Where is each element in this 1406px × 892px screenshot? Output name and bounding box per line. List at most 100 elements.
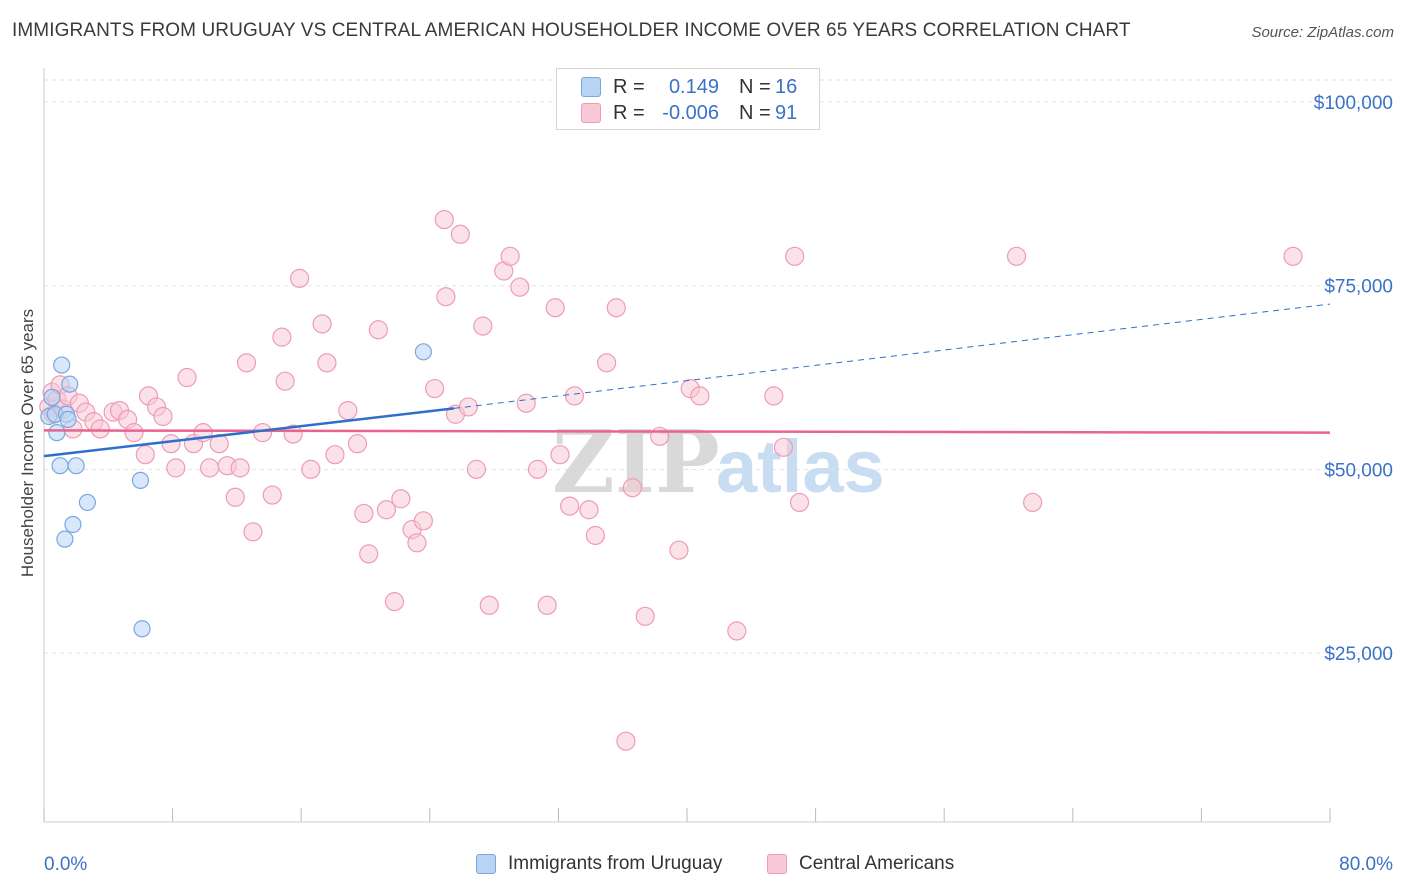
legend-r-label: R = [613, 76, 645, 98]
central-americans-point [669, 540, 689, 560]
legend-row-central: R = -0.006 N = 91 [557, 100, 819, 126]
central-americans-point [436, 287, 456, 307]
central-americans-point [301, 459, 321, 479]
central-americans-point [230, 458, 250, 478]
central-americans-point [243, 522, 263, 542]
y-tick-label: $25,000 [1324, 644, 1393, 665]
uruguay-point [133, 620, 151, 638]
legend-swatch-central [767, 854, 787, 874]
x-tick-labels: 0.0% 80.0% [44, 854, 1393, 875]
central-americans-point [359, 544, 379, 564]
central-americans-point [616, 731, 636, 751]
central-americans-point [225, 487, 245, 507]
watermark-zip: ZIP [552, 412, 720, 513]
legend-n-label: N = [739, 102, 771, 124]
central-americans-point [564, 386, 585, 406]
central-americans-point [606, 298, 626, 318]
y-tick-labels: $25,000 $50,000 $75,000 $100,000 [1314, 93, 1393, 665]
central-americans-point [376, 500, 396, 520]
central-americans-point [177, 367, 197, 388]
central-americans-point [262, 485, 282, 505]
central-americans-point [773, 437, 794, 457]
central-americans-point [434, 209, 454, 230]
central-americans-point [466, 459, 487, 479]
legend-swatch-central [581, 103, 601, 123]
uruguay-points [40, 343, 432, 638]
central-americans-point [272, 327, 292, 347]
central-americans-point [90, 419, 110, 439]
central-americans-point [550, 445, 570, 465]
central-americans-point [690, 386, 710, 406]
central-americans-point [473, 316, 493, 336]
y-axis-label: Householder Income Over 65 years [18, 308, 37, 578]
uruguay-point [48, 424, 66, 442]
uruguay-point [43, 388, 61, 406]
legend-label-uruguay: Immigrants from Uruguay [508, 853, 723, 874]
central-americans-point [124, 423, 144, 443]
central-americans-point [450, 224, 470, 244]
central-americans-point [317, 353, 337, 373]
central-americans-point [516, 393, 536, 413]
central-americans-point [413, 511, 433, 531]
central-americans-point [585, 525, 605, 546]
central-americans-point [384, 592, 405, 612]
uruguay-trend-line [43, 407, 455, 458]
x-tick-label: 0.0% [44, 854, 87, 875]
central-americans-point [325, 445, 345, 465]
central-americans-point [527, 459, 548, 479]
central-americans-point [1283, 246, 1303, 266]
central-americans-point [635, 606, 655, 626]
legend-r-value: 0.149 [668, 76, 719, 98]
legend-n-value: 91 [775, 102, 798, 124]
central-americans-point [354, 503, 374, 524]
source-label: Source: ZipAtlas.com [1251, 24, 1394, 41]
x-tick-label: 80.0% [1339, 854, 1393, 875]
y-tick-label: $100,000 [1314, 93, 1393, 114]
uruguay-point [67, 457, 85, 475]
central-americans-point [579, 500, 599, 520]
central-americans-point [161, 434, 181, 454]
uruguay-point [53, 356, 71, 374]
legend-n-label: N = [739, 76, 771, 98]
central-americans-point [1023, 492, 1043, 513]
uruguay-point [61, 375, 79, 393]
uruguay-point [59, 410, 77, 429]
central-americans-point [622, 478, 642, 498]
uruguay-point [414, 343, 432, 361]
trend-layer [43, 303, 1331, 458]
central-americans-point [135, 445, 155, 465]
uruguay-point [78, 493, 97, 512]
central-americans-point [347, 434, 368, 454]
central-americans-points [39, 209, 1303, 751]
central-americans-point [425, 378, 445, 399]
y-tick-label: $75,000 [1324, 277, 1393, 298]
central-americans-point [560, 496, 580, 516]
central-americans-point [166, 458, 186, 478]
central-americans-point [500, 246, 520, 266]
central-americans-point [199, 458, 220, 478]
central-americans-point [650, 426, 670, 446]
central-americans-point [275, 371, 295, 391]
uruguay-trend-extension [453, 303, 1331, 409]
legend-r-value: -0.006 [662, 102, 719, 124]
legend-label-central: Central Americans [799, 853, 955, 874]
central-americans-point [407, 533, 427, 553]
chart-title: IMMIGRANTS FROM URUGUAY VS CENTRAL AMERI… [12, 20, 1131, 41]
axis-layer [43, 68, 1331, 823]
uruguay-point [56, 530, 74, 548]
uruguay-point [64, 515, 82, 534]
central-americans-point [597, 353, 617, 373]
central-americans-point [545, 298, 565, 318]
central-americans-trend-line [43, 429, 1331, 434]
central-americans-point [510, 277, 530, 297]
legend-swatch-uruguay [581, 77, 601, 97]
central-americans-point [764, 386, 784, 406]
central-americans-point [338, 400, 358, 421]
central-americans-point [785, 246, 805, 266]
uruguay-point [51, 457, 69, 475]
central-americans-point [236, 353, 257, 373]
stats-legend: R = 0.149 N = 16 R = -0.006 N = 91 [556, 68, 820, 130]
central-americans-point [289, 268, 310, 288]
central-americans-point [153, 406, 173, 427]
